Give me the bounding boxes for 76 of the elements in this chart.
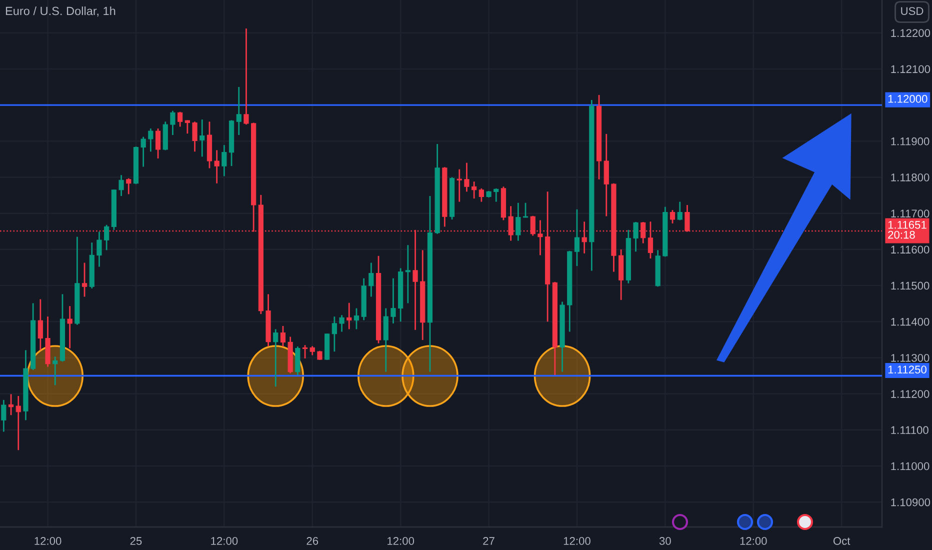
candlestick	[383, 308, 388, 372]
candlestick	[405, 244, 410, 304]
text: USD	[901, 7, 924, 15]
candlestick	[184, 120, 190, 134]
candlestick	[200, 118, 205, 158]
y-tick-label: 1.11900	[891, 137, 930, 146]
x-tick-label: 12:00	[564, 537, 590, 545]
y-tick-label: 1.11600	[891, 246, 930, 254]
y-tick-label: 1.11700	[891, 210, 930, 218]
x-tick-label: 12:00	[388, 537, 414, 545]
candlestick	[67, 305, 72, 350]
y-tick-label: 1.11800	[891, 174, 930, 182]
candlestick	[522, 202, 528, 218]
candlestick	[332, 316, 337, 352]
x-tick-label: 27	[483, 537, 494, 545]
x-tick-label: Oct	[833, 537, 850, 545]
x-tick-label: 12:00	[34, 537, 62, 545]
candlestick	[126, 178, 132, 195]
candlestick	[295, 346, 300, 376]
candlestick	[214, 149, 220, 184]
chart-title: Euro / U.S. Dollar, 1h	[6, 6, 116, 17]
candlestick	[464, 162, 470, 192]
y-tick-label: 1.11200	[891, 390, 930, 398]
candlestick	[104, 224, 110, 251]
ref-line-label: 1.12000	[888, 94, 928, 103]
candlestick	[574, 208, 580, 267]
candlestick	[456, 168, 462, 202]
y-tick-label: 1.11000	[891, 462, 930, 470]
candlestick	[8, 393, 14, 416]
candlestick	[310, 345, 315, 356]
candlestick	[244, 28, 249, 126]
candlestick	[170, 110, 176, 136]
candlestick	[236, 86, 242, 136]
y-tick-label: 1.11100	[891, 426, 928, 434]
candlestick	[346, 302, 352, 330]
y-tick-label: 1.11500	[891, 282, 930, 290]
y-tick-label: 1.11400	[891, 318, 930, 326]
ref-line-label: 1.11651 20:18	[888, 220, 926, 239]
candlestick	[118, 174, 124, 197]
candlestick	[273, 328, 278, 388]
candlestick	[339, 314, 344, 332]
candlestick	[96, 231, 102, 268]
candlestick	[354, 308, 360, 330]
candlestick	[494, 188, 499, 202]
candlestick	[604, 133, 609, 217]
candlestick	[516, 202, 521, 242]
x-tick-label: 12:00	[740, 537, 767, 545]
x-tick-label: 30	[659, 537, 671, 545]
candlestick	[302, 344, 308, 360]
candlestick	[368, 262, 374, 298]
candlestick	[82, 262, 88, 298]
candlestick	[155, 128, 161, 160]
candlestick	[670, 209, 676, 224]
candlestick	[148, 128, 154, 152]
candlestick	[38, 298, 43, 351]
candlestick	[390, 278, 396, 324]
y-tick-label: 1.10900	[891, 498, 930, 506]
y-tick-label: 1.11300	[891, 354, 930, 362]
x-tick-label: 12:00	[211, 537, 238, 545]
candlestick	[478, 188, 484, 202]
candlestick	[1, 399, 6, 432]
candlestick	[192, 120, 198, 152]
ref-line-label: 1.11250	[888, 366, 926, 374]
y-tick-label: 1.12200	[891, 29, 930, 37]
candlestick	[472, 180, 477, 200]
candlestick	[633, 221, 638, 252]
candlestick	[16, 395, 21, 451]
x-tick-label: 25	[130, 537, 142, 545]
candlestick	[677, 201, 682, 221]
candlestick	[222, 144, 227, 177]
candlestick	[140, 136, 146, 168]
y-tick-label: 1.12100	[891, 65, 930, 74]
candlestick	[178, 111, 183, 128]
x-tick-label: 26	[306, 537, 318, 545]
candlestick	[280, 325, 286, 348]
candlestick	[52, 356, 58, 386]
